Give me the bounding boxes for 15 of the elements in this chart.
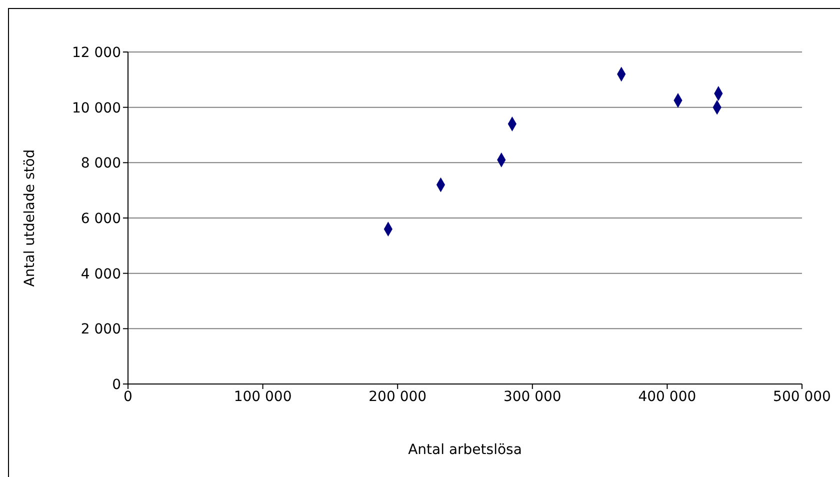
- y-tick-label: 10 000: [72, 100, 121, 116]
- y-tick-label: 8 000: [80, 156, 121, 172]
- x-tick-label: 100 000: [234, 388, 292, 405]
- y-tick-label: 6 000: [80, 210, 121, 227]
- x-tick-label: 400 000: [638, 388, 696, 405]
- x-tick-label: 500 000: [773, 388, 831, 405]
- y-tick-label: 12 000: [72, 44, 121, 61]
- x-tick-label: 0: [124, 388, 132, 405]
- x-axis-title: Antal arbetslösa: [408, 442, 522, 458]
- x-tick-label: 300 000: [503, 388, 562, 405]
- y-tick-label: 0: [112, 376, 121, 393]
- y-tick-label: 2 000: [80, 322, 121, 338]
- y-tick-label: 4 000: [80, 266, 121, 282]
- y-axis-title: Antal utdelade stöd: [22, 149, 38, 287]
- x-tick-label: 200 000: [368, 388, 427, 405]
